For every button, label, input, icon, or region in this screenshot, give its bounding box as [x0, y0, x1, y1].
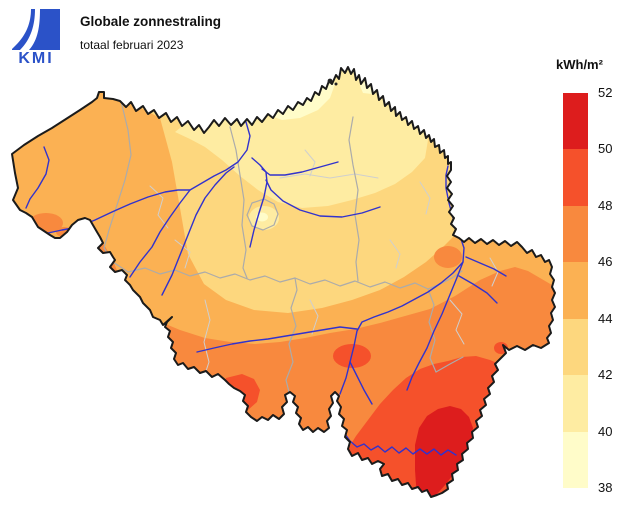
- border-liege-luxembourg: [435, 356, 464, 373]
- rivers: [25, 98, 507, 456]
- legend-tick: 48: [598, 198, 613, 213]
- border-hainaut-namur: [283, 277, 298, 408]
- legend-cell-40-42: [563, 375, 588, 432]
- river-ambleve: [458, 275, 498, 304]
- border-wvl-ovl: [103, 100, 132, 263]
- legend-tick: 42: [598, 367, 613, 382]
- page-subtitle: totaal februari 2023: [80, 38, 184, 52]
- legend-cell-50-52: [563, 93, 588, 150]
- choropleth-zones: [12, 67, 555, 497]
- legend-tick-labels: 52 50 48 46 44 42 40 38: [598, 0, 638, 507]
- legend-cell-48-50: [563, 149, 588, 206]
- legend-tick: 50: [598, 141, 613, 156]
- kmi-logo-text: KMI: [18, 50, 54, 67]
- legend-unit-label: kWh/m²: [556, 57, 603, 72]
- river-demer: [265, 179, 381, 218]
- border-antwerp-limburg: [348, 116, 360, 282]
- river-ourthe: [406, 261, 464, 391]
- page-title: Globale zonnestraling: [80, 14, 222, 29]
- legend-cell-42-44: [563, 318, 588, 376]
- river-lesse: [349, 361, 373, 405]
- river-zenne-dijle: [249, 157, 268, 248]
- river-sambre: [196, 326, 358, 353]
- river-nete: [261, 161, 339, 176]
- legend-cell-44-46: [563, 262, 588, 319]
- province-borders: [103, 100, 464, 408]
- border-namur-liege: [427, 288, 437, 373]
- kmi-logo-mark: [12, 9, 60, 50]
- map-header: Globale zonnestraling totaal februari 20…: [80, 14, 221, 52]
- zone-46-48-liege: [434, 246, 462, 268]
- legend-tick: 52: [598, 85, 613, 100]
- legend-tick: 46: [598, 254, 613, 269]
- river-yser: [25, 146, 50, 209]
- color-scale-legend: [563, 93, 588, 488]
- border-ovl-antwerp: [229, 126, 248, 279]
- border-brussels-region: [246, 198, 279, 231]
- legend-tick: 40: [598, 424, 613, 439]
- country-outline: [11, 66, 556, 498]
- district-borders: [149, 149, 499, 381]
- legend-tick: 44: [598, 311, 613, 326]
- legend-cell-46-48: [563, 205, 588, 263]
- baarle-enclave-dot: [327, 78, 333, 84]
- river-scheldt: [129, 98, 251, 278]
- river-meuse: [339, 165, 465, 395]
- legend-tick: 38: [598, 480, 613, 495]
- kmi-logo: KMI: [12, 9, 60, 69]
- legend-cell-38-40: [563, 431, 588, 488]
- river-dender: [161, 166, 235, 296]
- river-vesdre: [465, 256, 507, 277]
- baarle-enclave-dot-2: [334, 82, 338, 86]
